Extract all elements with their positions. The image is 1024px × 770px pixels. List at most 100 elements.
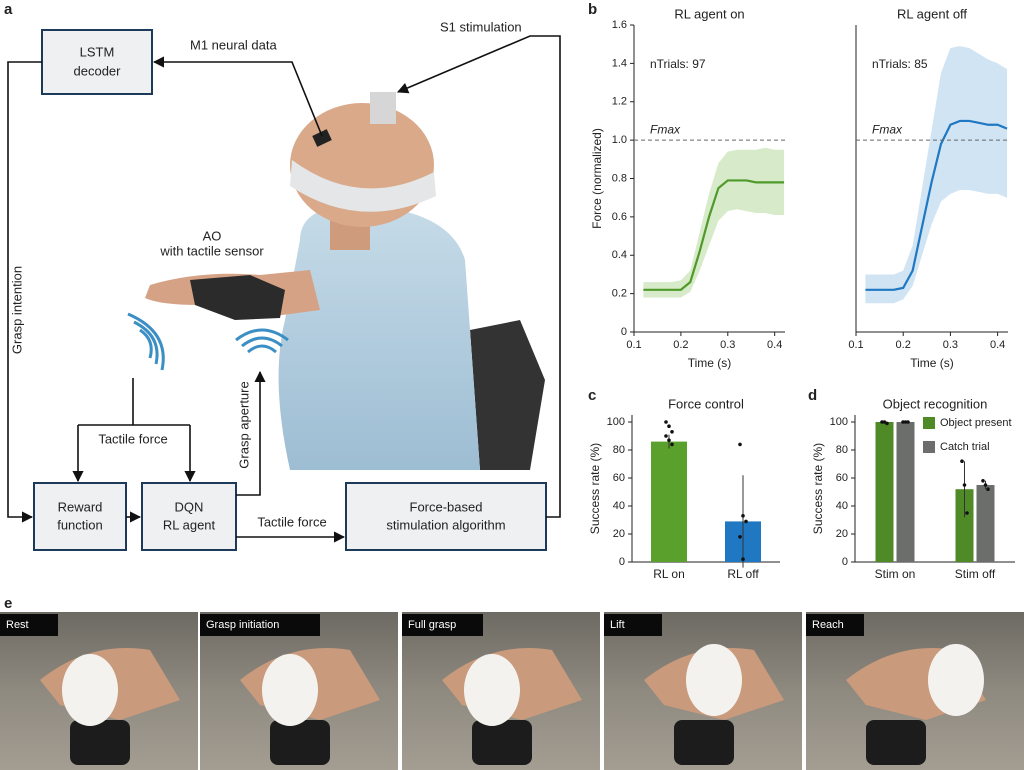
x-axis-label: Time (s) — [910, 356, 954, 370]
node-label: stimulation algorithm — [386, 517, 505, 532]
y-tick-label: 0.2 — [612, 288, 627, 300]
data-point — [667, 424, 671, 429]
node-label: RL agent — [163, 517, 216, 532]
y-tick-label: 0 — [842, 556, 848, 568]
x-tick-label: 0.4 — [990, 339, 1005, 351]
y-tick-label: 20 — [836, 528, 848, 540]
photo-label: Lift — [610, 619, 625, 631]
photo-egg — [686, 644, 742, 716]
data-point — [670, 442, 674, 447]
photo-egg — [928, 644, 984, 716]
photo-cup — [270, 720, 330, 765]
panel-label: c — [588, 387, 596, 404]
x-tick-label: 0.4 — [767, 339, 782, 351]
bar — [976, 485, 995, 562]
node-box — [33, 482, 127, 551]
x-tick-label: 0.3 — [943, 339, 958, 351]
photo-cup — [472, 720, 532, 765]
edge-label: Grasp aperture — [236, 381, 251, 468]
data-point — [981, 479, 985, 483]
y-tick-label: 60 — [836, 472, 848, 484]
y-tick-label: 100 — [607, 416, 625, 428]
legend-label: Catch trial — [940, 441, 990, 453]
data-point — [960, 459, 964, 464]
y-tick-label: 1.4 — [612, 57, 627, 69]
panel-label: e — [4, 595, 12, 612]
data-point — [664, 420, 668, 424]
node-box — [41, 29, 153, 95]
mean-line — [643, 179, 785, 291]
y-tick-label: 40 — [613, 500, 625, 512]
y-axis-label: Success rate (%) — [588, 443, 602, 534]
photo-label-bg — [0, 614, 58, 636]
photo-label: Reach — [812, 619, 844, 631]
chart-title: Force control — [668, 396, 744, 411]
photo-egg — [464, 654, 520, 726]
y-axis-label: Success rate (%) — [811, 443, 825, 534]
edge-label: S1 stimulation — [440, 19, 522, 34]
photo-label: Rest — [6, 619, 29, 631]
legend-swatch — [923, 417, 935, 429]
y-tick-label: 0 — [621, 326, 627, 338]
x-tick-label: 0.3 — [720, 339, 735, 351]
photo-egg — [62, 654, 118, 726]
annotation: nTrials: 97 — [650, 57, 706, 71]
y-tick-label: 0.4 — [612, 249, 627, 261]
data-point — [903, 420, 908, 424]
annotation: nTrials: 85 — [872, 57, 928, 71]
x-tick-label: RL off — [727, 567, 759, 581]
photo-cup — [70, 720, 130, 765]
data-point — [741, 557, 745, 561]
data-point — [885, 421, 889, 426]
data-point — [738, 535, 742, 539]
photo-label: Full grasp — [408, 619, 456, 631]
reference-label: Fmax — [872, 122, 903, 136]
y-axis-label: Force (normalized) — [590, 128, 604, 229]
x-tick-label: 0.2 — [673, 339, 688, 351]
annotation: with tactile sensor — [159, 243, 264, 258]
chart-title: Object recognition — [883, 396, 988, 411]
confidence-band — [865, 46, 1008, 304]
y-tick-label: 0.6 — [612, 211, 627, 223]
y-tick-label: 100 — [830, 416, 848, 428]
illustration — [127, 92, 545, 470]
node-label: function — [57, 517, 103, 532]
y-tick-label: 0.8 — [612, 172, 627, 184]
x-tick-label: RL on — [653, 567, 685, 581]
chart-title: RL agent off — [897, 6, 967, 21]
data-point — [880, 420, 884, 424]
node-label: decoder — [74, 63, 122, 78]
x-tick-label: 0.1 — [848, 339, 863, 351]
edge-label: Tactile force — [257, 514, 326, 529]
legend-label: Object present — [940, 417, 1012, 429]
photo-label-bg — [806, 614, 864, 636]
panel-label: b — [588, 1, 597, 18]
y-tick-label: 0 — [619, 556, 625, 568]
x-tick-label: 0.1 — [626, 339, 641, 351]
node-label: Force-based — [410, 499, 483, 514]
node-box — [141, 482, 237, 551]
data-point — [962, 483, 967, 487]
y-tick-label: 40 — [836, 500, 848, 512]
photo-label-bg — [604, 614, 662, 636]
connectors — [7, 35, 561, 543]
y-tick-label: 1.2 — [612, 96, 627, 108]
photo-label-bg — [402, 614, 483, 636]
bar — [896, 422, 915, 562]
data-point — [670, 430, 674, 434]
data-point — [741, 514, 745, 518]
confidence-band — [643, 147, 785, 298]
reference-label: Fmax — [650, 122, 681, 136]
edge-label: Tactile force — [98, 431, 167, 446]
y-tick-label: 20 — [613, 528, 625, 540]
bar — [955, 489, 974, 562]
y-tick-label: 1.6 — [612, 19, 627, 31]
y-tick-label: 1.0 — [612, 134, 627, 146]
mean-line — [865, 119, 1008, 291]
y-tick-label: 60 — [613, 472, 625, 484]
panel-label: a — [4, 1, 13, 18]
data-point — [664, 434, 668, 438]
bar — [875, 422, 894, 562]
photo-label: Grasp initiation — [206, 619, 279, 631]
